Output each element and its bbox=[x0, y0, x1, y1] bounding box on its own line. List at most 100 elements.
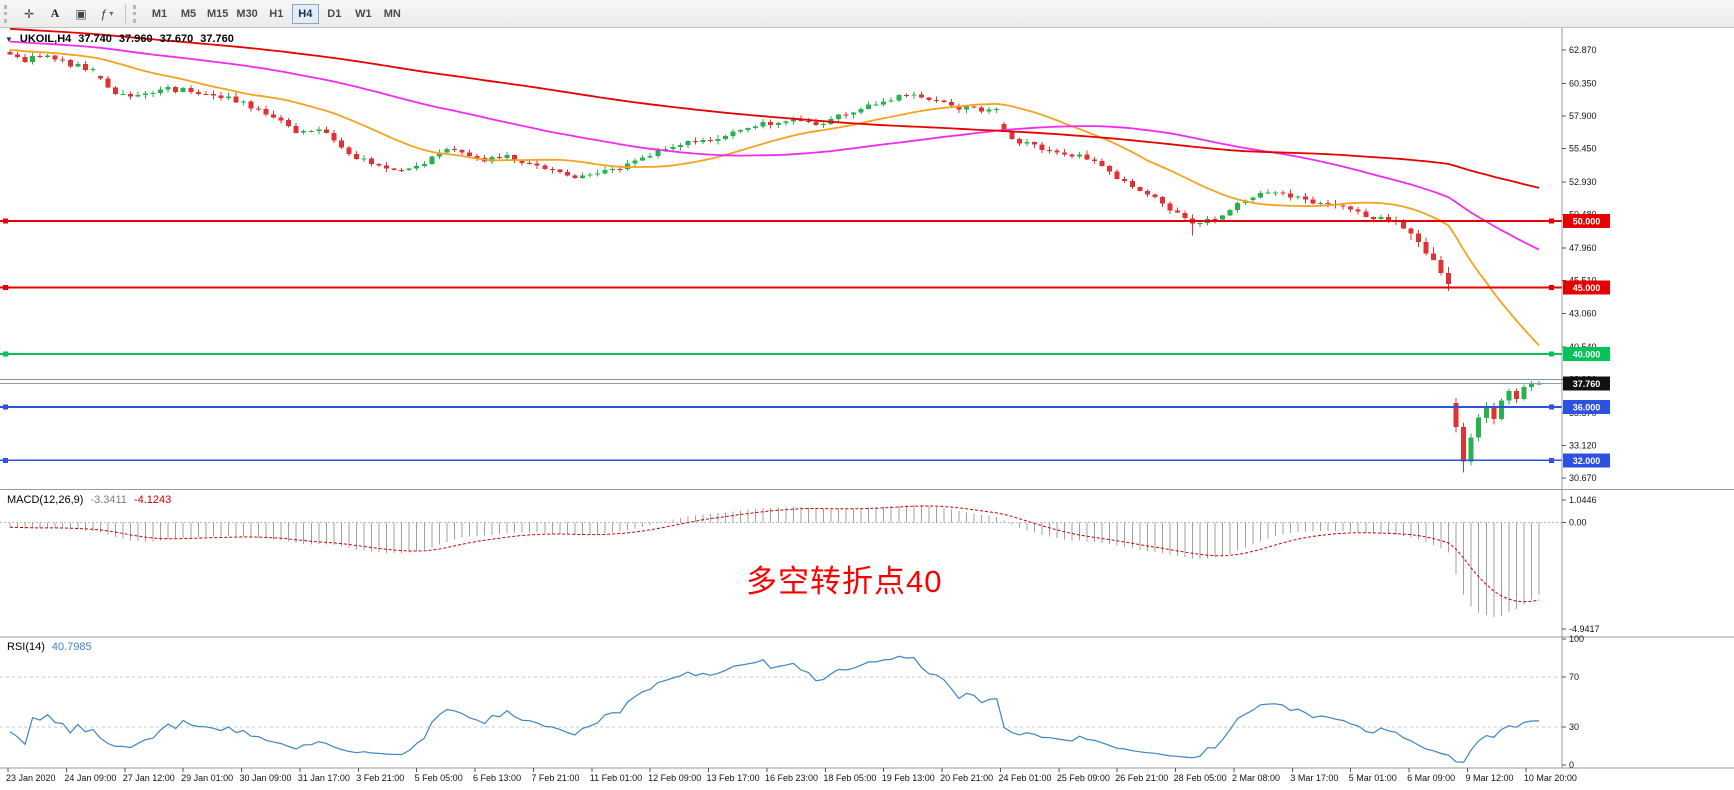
svg-text:62.870: 62.870 bbox=[1569, 45, 1597, 55]
svg-text:40.000: 40.000 bbox=[1573, 349, 1601, 359]
timeframe-button-mn[interactable]: MN bbox=[379, 4, 406, 24]
svg-text:24 Feb 01:00: 24 Feb 01:00 bbox=[998, 773, 1051, 783]
symbol-header: ▼ UKOIL,H4 37.740 37.960 37.670 37.760 bbox=[5, 33, 234, 45]
timeframe-button-m15[interactable]: M15 bbox=[204, 4, 231, 24]
ohlc-high: 37.960 bbox=[118, 33, 153, 45]
svg-text:70: 70 bbox=[1569, 672, 1579, 682]
svg-text:7 Feb 21:00: 7 Feb 21:00 bbox=[531, 773, 579, 783]
svg-text:28 Feb 05:00: 28 Feb 05:00 bbox=[1174, 773, 1227, 783]
svg-text:18 Feb 05:00: 18 Feb 05:00 bbox=[823, 773, 876, 783]
svg-text:40.540: 40.540 bbox=[1569, 342, 1597, 352]
svg-text:12 Feb 09:00: 12 Feb 09:00 bbox=[648, 773, 701, 783]
svg-text:2 Mar 08:00: 2 Mar 08:00 bbox=[1232, 773, 1280, 783]
indicators-icon: ƒ bbox=[100, 6, 108, 21]
svg-text:31 Jan 17:00: 31 Jan 17:00 bbox=[298, 773, 350, 783]
chart-annotation-text[interactable]: 多空转折点40 bbox=[746, 564, 943, 599]
macd-signal-value: -4.1243 bbox=[133, 494, 172, 506]
svg-text:100: 100 bbox=[1569, 634, 1584, 644]
svg-text:50.000: 50.000 bbox=[1573, 217, 1601, 227]
timeframe-button-m5[interactable]: M5 bbox=[175, 4, 202, 24]
svg-text:33.120: 33.120 bbox=[1569, 440, 1597, 450]
svg-text:10 Mar 20:00: 10 Mar 20:00 bbox=[1524, 773, 1577, 783]
timeframe-button-h4[interactable]: H4 bbox=[291, 3, 319, 24]
svg-text:60.350: 60.350 bbox=[1569, 78, 1597, 88]
svg-text:30 Jan 09:00: 30 Jan 09:00 bbox=[240, 773, 292, 783]
svg-text:30: 30 bbox=[1569, 722, 1579, 732]
chart-marker-icon: ▼ bbox=[5, 34, 13, 44]
hline-45.000[interactable] bbox=[0, 284, 1562, 290]
svg-text:1.0446: 1.0446 bbox=[1569, 495, 1597, 505]
ma-line-120 bbox=[9, 28, 1540, 189]
svg-text:0.00: 0.00 bbox=[1569, 518, 1587, 528]
objects-icon: ▣ bbox=[75, 6, 87, 21]
time-axis[interactable]: 23 Jan 2020 24 Jan 09:00 27 Jan 12:00 29 Ja… bbox=[6, 768, 1577, 783]
candlesticks bbox=[7, 50, 1542, 473]
svg-text:11 Feb 01:00: 11 Feb 01:00 bbox=[590, 773, 642, 783]
ma-line-20 bbox=[9, 49, 1540, 347]
rsi-indicator-label: RSI(14) 40.7985 bbox=[7, 641, 92, 653]
text-label-icon: A bbox=[50, 6, 60, 20]
rsi-pane bbox=[0, 655, 1562, 763]
macd-indicator-label: MACD(12,26,9) -3.3411 -4.1243 bbox=[7, 494, 171, 506]
objects-button[interactable]: ▣ bbox=[69, 3, 93, 25]
timeframe-button-h1[interactable]: H1 bbox=[263, 4, 290, 24]
macd-main-value: -3.3411 bbox=[90, 494, 127, 506]
svg-text:47.960: 47.960 bbox=[1569, 243, 1597, 253]
hline-40.000[interactable] bbox=[0, 351, 1562, 357]
svg-text:55.450: 55.450 bbox=[1569, 144, 1597, 154]
svg-text:32.000: 32.000 bbox=[1573, 456, 1601, 466]
timeframe-button-d1[interactable]: D1 bbox=[321, 4, 348, 24]
ohlc-open: 37.740 bbox=[78, 33, 112, 45]
svg-text:57.900: 57.900 bbox=[1569, 111, 1597, 121]
svg-text:-4.9417: -4.9417 bbox=[1569, 624, 1600, 634]
macd-name: MACD(12,26,9) bbox=[7, 494, 84, 506]
svg-text:16 Feb 23:00: 16 Feb 23:00 bbox=[765, 773, 818, 783]
symbol-name: UKOIL,H4 bbox=[19, 33, 72, 45]
rsi-value: 40.7985 bbox=[51, 641, 92, 653]
svg-text:36.000: 36.000 bbox=[1573, 403, 1601, 413]
rsi-name: RSI(14) bbox=[7, 641, 45, 653]
hline-36.000[interactable] bbox=[0, 404, 1562, 410]
ohlc-close: 37.760 bbox=[200, 33, 234, 45]
svg-text:6 Feb 13:00: 6 Feb 13:00 bbox=[473, 773, 521, 783]
svg-text:13 Feb 17:00: 13 Feb 17:00 bbox=[707, 773, 760, 783]
svg-text:29 Jan 01:00: 29 Jan 01:00 bbox=[181, 773, 233, 783]
toolbar-separator bbox=[125, 3, 126, 24]
svg-text:3 Feb 21:00: 3 Feb 21:00 bbox=[356, 773, 404, 783]
toolbar-grip[interactable] bbox=[4, 4, 11, 23]
svg-text:6 Mar 09:00: 6 Mar 09:00 bbox=[1407, 773, 1455, 783]
ohlc-low: 37.670 bbox=[159, 33, 194, 45]
text-label-button[interactable]: A bbox=[43, 3, 67, 25]
svg-text:52.930: 52.930 bbox=[1569, 177, 1597, 187]
svg-text:26 Feb 21:00: 26 Feb 21:00 bbox=[1115, 773, 1168, 783]
pane-borders[interactable] bbox=[0, 28, 1734, 769]
svg-text:27 Jan 12:00: 27 Jan 12:00 bbox=[123, 773, 175, 783]
svg-text:20 Feb 21:00: 20 Feb 21:00 bbox=[940, 773, 993, 783]
svg-text:19 Feb 13:00: 19 Feb 13:00 bbox=[882, 773, 935, 783]
price-badges: 50.000 45.000 40.000 36.000 32.000 37.760 bbox=[1563, 214, 1610, 468]
ma-line-60 bbox=[9, 40, 1540, 251]
macd-signal-line bbox=[9, 505, 1540, 603]
svg-text:3 Mar 17:00: 3 Mar 17:00 bbox=[1290, 773, 1338, 783]
timeframe-button-w1[interactable]: W1 bbox=[350, 4, 377, 24]
rsi-line bbox=[9, 655, 1540, 763]
svg-text:43.060: 43.060 bbox=[1569, 308, 1597, 318]
hline-50.000[interactable] bbox=[0, 218, 1562, 224]
timeframe-button-m1[interactable]: M1 bbox=[146, 4, 173, 24]
toolbar-grip-2[interactable] bbox=[133, 4, 140, 23]
svg-text:0: 0 bbox=[1569, 760, 1574, 770]
svg-text:25 Feb 09:00: 25 Feb 09:00 bbox=[1057, 773, 1110, 783]
indicators-button[interactable]: ƒ ▾ bbox=[95, 3, 119, 25]
crosshair-icon: ✛ bbox=[23, 6, 35, 21]
svg-text:5 Feb 05:00: 5 Feb 05:00 bbox=[415, 773, 463, 783]
svg-text:23 Jan 2020: 23 Jan 2020 bbox=[6, 773, 56, 783]
crosshair-button[interactable]: ✛ bbox=[17, 3, 41, 25]
timeframe-button-m30[interactable]: M30 bbox=[233, 4, 260, 24]
hline-32.000[interactable] bbox=[0, 457, 1562, 463]
svg-text:5 Mar 01:00: 5 Mar 01:00 bbox=[1349, 773, 1397, 783]
svg-text:37.760: 37.760 bbox=[1573, 379, 1601, 389]
toolbar: ✛ A ▣ ƒ ▾ M1 M5 M15 M30 H1 H4 D1 W1 MN bbox=[0, 0, 1734, 28]
svg-text:30.670: 30.670 bbox=[1569, 473, 1597, 483]
svg-text:24 Jan 09:00: 24 Jan 09:00 bbox=[64, 773, 116, 783]
